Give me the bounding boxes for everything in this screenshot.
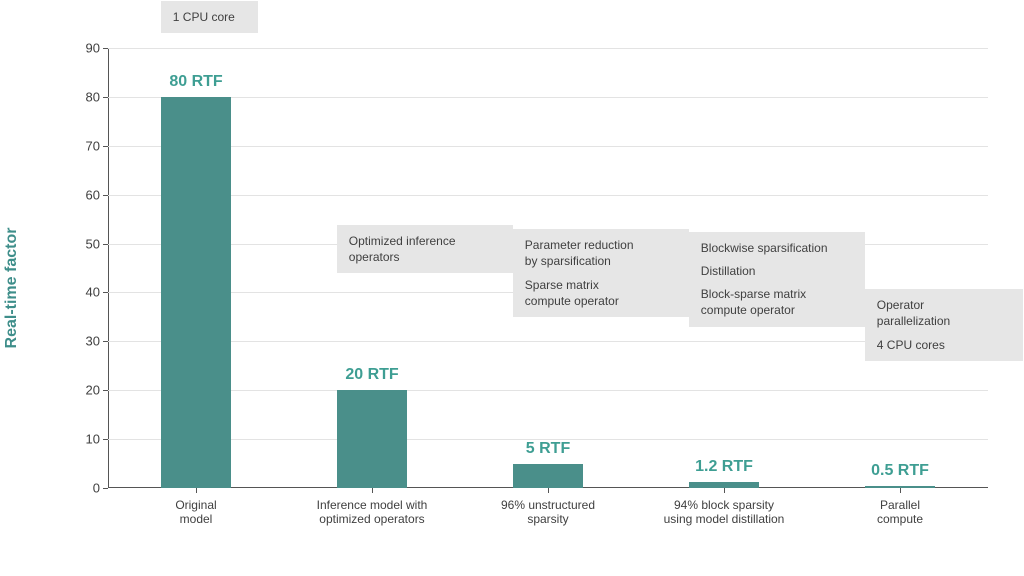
- bar-value-label: 5 RTF: [526, 440, 570, 458]
- gridline: [108, 97, 988, 98]
- gridline: [108, 195, 988, 196]
- ytick-mark: [103, 146, 108, 147]
- callout-box: Operatorparallelization 4 CPU cores: [865, 289, 1023, 361]
- plot-area: 010203040506070809080 RTFOriginalmodel20…: [108, 48, 988, 488]
- gridline: [108, 390, 988, 391]
- ytick-mark: [103, 390, 108, 391]
- x-category-label: 96% unstructuredsparsity: [464, 488, 631, 526]
- gridline: [108, 341, 988, 342]
- rtf-bar-chart: Real-time factor 010203040506070809080 R…: [0, 0, 1024, 576]
- y-axis-label: Real-time factor: [3, 228, 21, 349]
- gridline: [108, 48, 988, 49]
- ytick-mark: [103, 341, 108, 342]
- x-category-label: Originalmodel: [112, 488, 279, 526]
- ytick-mark: [103, 48, 108, 49]
- ytick-mark: [103, 97, 108, 98]
- callout-box: Parameter reductionby sparsification Spa…: [513, 229, 689, 317]
- bar: [337, 390, 407, 488]
- xtick-mark: [724, 488, 725, 493]
- callout-box: Blockwise sparsification Distillation Bl…: [689, 232, 865, 327]
- callout-box: Optimized inferenceoperators: [337, 225, 513, 273]
- ytick-mark: [103, 292, 108, 293]
- x-category-label: 94% block sparsityusing model distillati…: [640, 488, 807, 526]
- x-category-label: Parallelcompute: [816, 488, 983, 526]
- xtick-mark: [900, 488, 901, 493]
- ytick-mark: [103, 439, 108, 440]
- xtick-mark: [196, 488, 197, 493]
- xtick-mark: [548, 488, 549, 493]
- bar-value-label: 20 RTF: [345, 366, 398, 384]
- xtick-mark: [372, 488, 373, 493]
- ytick-mark: [103, 488, 108, 489]
- callout-box: 1 CPU core: [161, 1, 258, 33]
- bar: [161, 97, 231, 488]
- bar: [513, 464, 583, 488]
- y-axis: [108, 48, 109, 488]
- ytick-mark: [103, 195, 108, 196]
- gridline: [108, 146, 988, 147]
- bar-value-label: 0.5 RTF: [871, 462, 929, 480]
- bar-value-label: 80 RTF: [169, 73, 222, 91]
- x-category-label: Inference model withoptimized operators: [288, 488, 455, 526]
- ytick-mark: [103, 244, 108, 245]
- bar-value-label: 1.2 RTF: [695, 458, 753, 476]
